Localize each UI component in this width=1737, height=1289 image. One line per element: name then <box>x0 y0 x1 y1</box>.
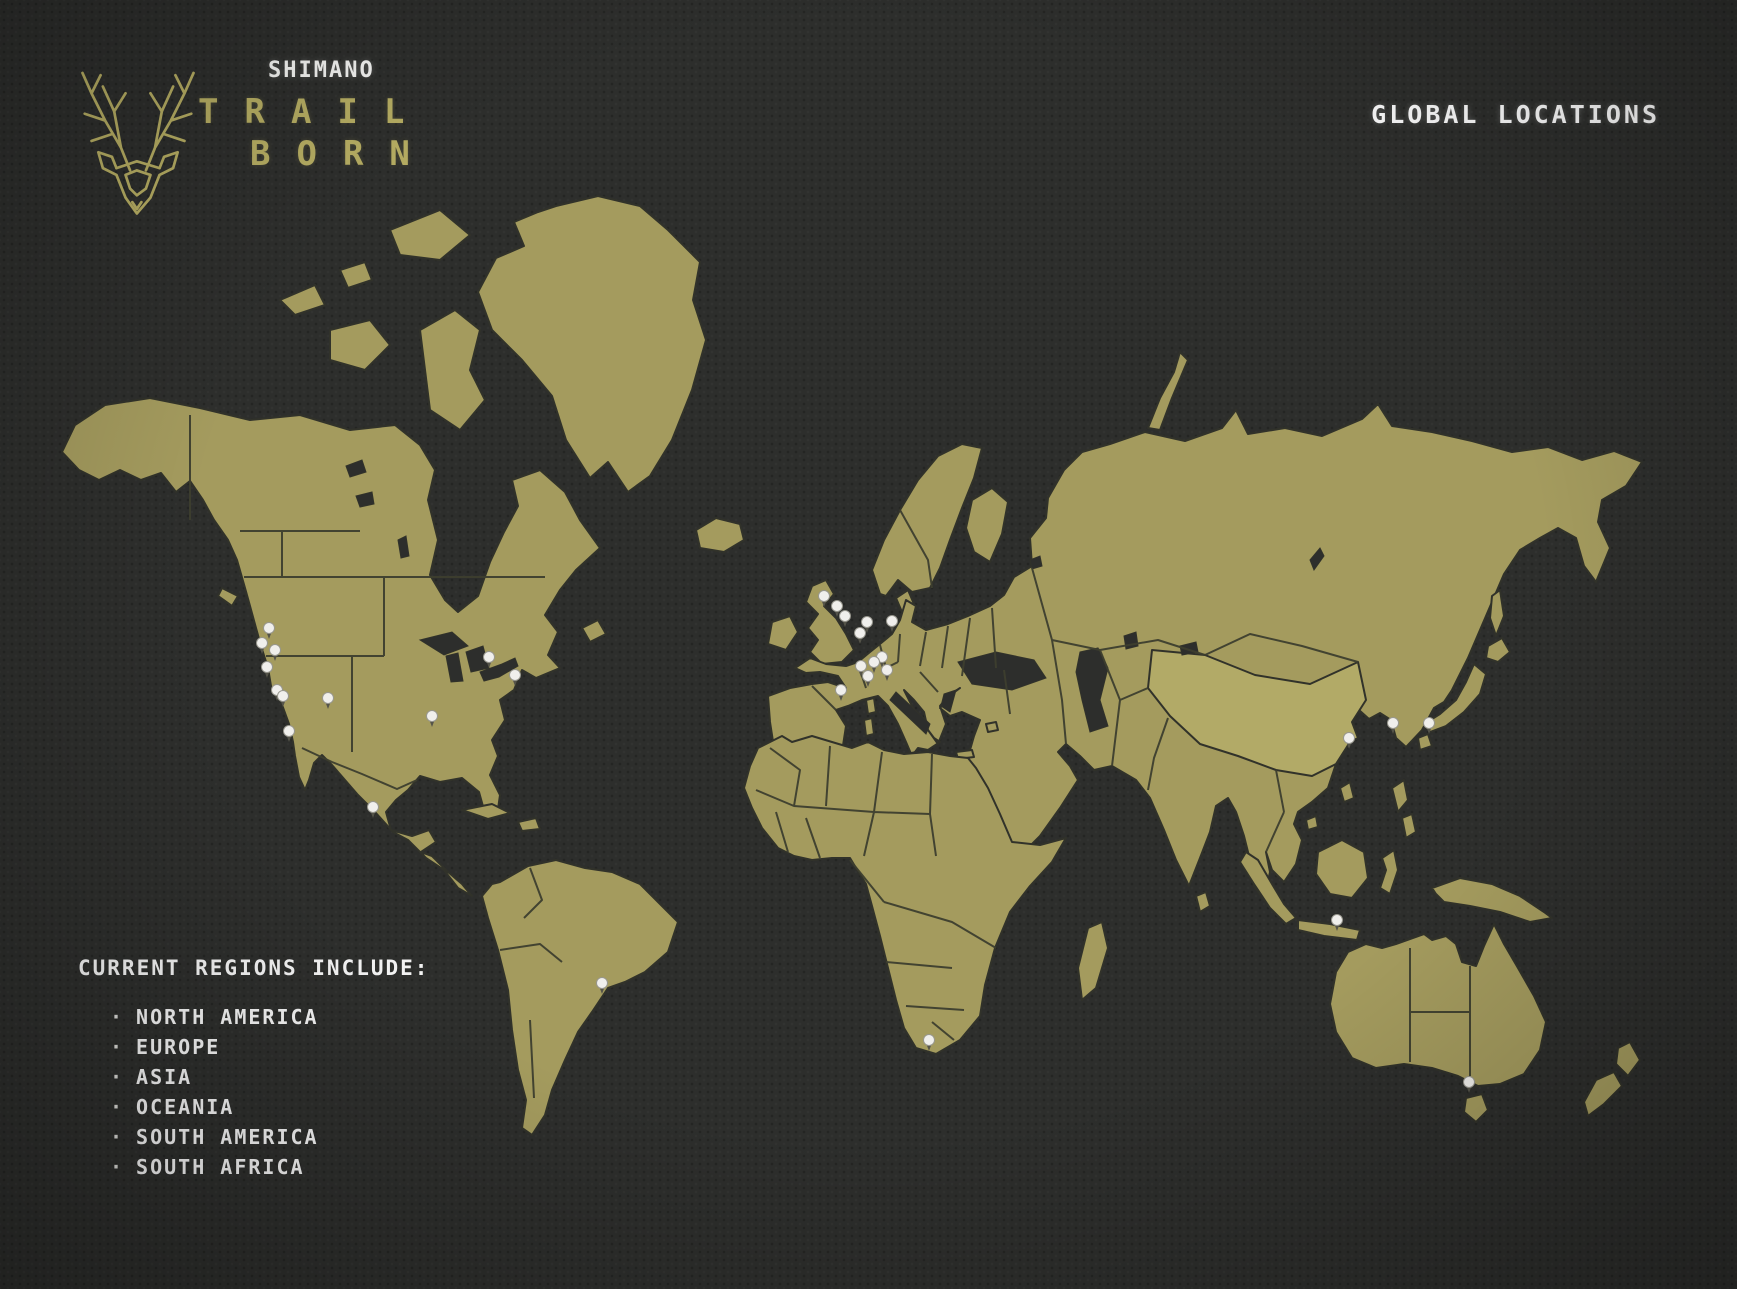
landmass-tasmania <box>1463 1093 1489 1123</box>
map-pin-north-america[interactable] <box>483 651 495 669</box>
region-label: EUROPE <box>136 1035 221 1059</box>
landmass-indonesia <box>1239 779 1417 941</box>
bullet-icon: · <box>110 1095 125 1119</box>
map-pin-europe[interactable] <box>861 616 873 634</box>
map-pin-north-america[interactable] <box>256 637 268 655</box>
country-borders-africa <box>755 745 997 1041</box>
map-pin-europe[interactable] <box>835 684 847 702</box>
trailborn-logo <box>38 48 238 218</box>
water-black-sea <box>957 651 1047 691</box>
map-pin-europe[interactable] <box>818 590 830 608</box>
landmass-iceland <box>695 517 745 553</box>
landmass-novaya-zemlya <box>1147 351 1189 431</box>
map-pin-asia[interactable] <box>1331 914 1343 932</box>
map-pin-north-america[interactable] <box>269 644 281 662</box>
landmass-africa <box>743 735 1067 1055</box>
region-label: NORTH AMERICA <box>136 1005 319 1029</box>
map-pin-oceania[interactable] <box>1463 1076 1475 1094</box>
born-wordmark: BORN <box>250 134 436 174</box>
map-pin-europe[interactable] <box>868 656 880 674</box>
landmass-finland <box>965 487 1009 563</box>
page-title: GLOBAL LOCATIONS <box>1371 100 1660 129</box>
landmass-new-guinea <box>1431 877 1553 923</box>
landmass-small-islands-americas <box>217 587 607 832</box>
map-pin-europe[interactable] <box>839 610 851 628</box>
map-pin-north-america[interactable] <box>322 692 334 710</box>
map-pin-europe[interactable] <box>881 664 893 682</box>
landmass-great-britain <box>805 579 855 665</box>
regions-heading: CURRENT REGIONS INCLUDE: <box>78 956 430 980</box>
landmass-south-america <box>481 859 679 1136</box>
map-pin-north-america[interactable] <box>426 710 438 728</box>
map-pin-south-america[interactable] <box>596 977 608 995</box>
map-pin-north-america[interactable] <box>509 669 521 687</box>
landmass-scandinavia <box>871 443 983 597</box>
landmass-small-islands-asia <box>1195 781 1355 913</box>
bullet-icon: · <box>110 1155 125 1179</box>
map-pin-north-america[interactable] <box>277 690 289 708</box>
map-pin-europe[interactable] <box>831 600 843 618</box>
landmass-arctic-islands <box>279 209 486 431</box>
deer-head-logo-icon <box>81 71 195 215</box>
landmass-north-america <box>61 397 601 897</box>
country-borders-north-america <box>189 415 545 790</box>
bullet-icon: · <box>110 1065 125 1089</box>
landmass-ireland <box>767 615 799 651</box>
landmass-eurasia <box>767 403 1643 901</box>
region-list-item-south-africa: · SOUTH AFRICA <box>110 1152 429 1182</box>
map-pin-north-america[interactable] <box>283 725 295 743</box>
water-canadian-lakes <box>345 459 410 559</box>
water-great-lakes <box>418 631 519 683</box>
map-pin-asia[interactable] <box>1423 717 1435 735</box>
map-pin-europe[interactable] <box>862 670 874 688</box>
region-list-item-europe: · EUROPE <box>110 1032 429 1062</box>
map-pin-north-america[interactable] <box>367 801 379 819</box>
landmass-japan <box>1417 589 1511 751</box>
region-label: ASIA <box>136 1065 193 1089</box>
bullet-icon: · <box>110 1005 125 1029</box>
region-list-item-north-america: · NORTH AMERICA <box>110 1002 429 1032</box>
regions-legend: CURRENT REGIONS INCLUDE: · NORTH AMERICA … <box>78 956 429 1182</box>
region-list-item-oceania: · OCEANIA <box>110 1092 429 1122</box>
map-pin-europe[interactable] <box>854 627 866 645</box>
map-pin-europe[interactable] <box>886 615 898 633</box>
map-pins-layer <box>256 590 1475 1094</box>
bullet-icon: · <box>110 1125 125 1149</box>
map-pin-south-africa[interactable] <box>923 1034 935 1052</box>
region-list-item-south-america: · SOUTH AMERICA <box>110 1122 429 1152</box>
landmass-australia <box>1329 923 1547 1087</box>
landmass-new-zealand <box>1583 1041 1641 1117</box>
region-label: SOUTH AMERICA <box>136 1125 319 1149</box>
map-pin-north-america[interactable] <box>263 622 275 640</box>
country-borders-asia <box>1003 567 1359 853</box>
landmass-madagascar <box>1077 921 1109 1001</box>
map-pin-north-america[interactable] <box>261 661 273 679</box>
region-label: OCEANIA <box>136 1095 235 1119</box>
country-borders-australia <box>1409 948 1471 1076</box>
map-pin-europe[interactable] <box>855 660 867 678</box>
regions-list: · NORTH AMERICA · EUROPE · ASIA · OCEANIA · S… <box>78 1002 429 1182</box>
map-pin-asia[interactable] <box>1387 717 1399 735</box>
bullet-icon: · <box>110 1035 125 1059</box>
shimano-wordmark: SHIMANO <box>268 58 375 83</box>
country-borders-south-america <box>499 867 563 1099</box>
map-pin-asia[interactable] <box>1343 732 1355 750</box>
region-label: SOUTH AFRICA <box>136 1155 305 1179</box>
region-list-item-asia: · ASIA <box>110 1062 429 1092</box>
landmass-greenland <box>477 195 707 493</box>
water-adriatic-aegean <box>889 689 957 735</box>
trail-wordmark: TRAIL <box>198 92 431 132</box>
